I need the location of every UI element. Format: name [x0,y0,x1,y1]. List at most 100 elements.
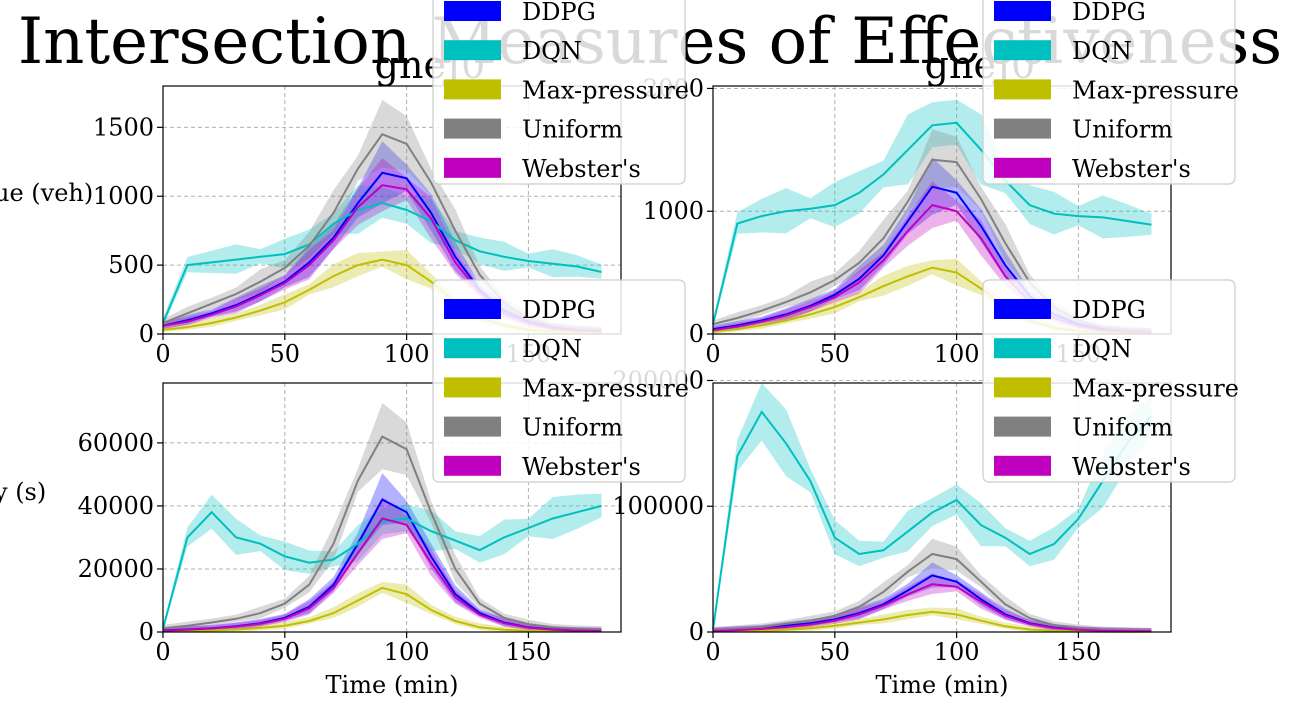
y-tick-label: 20000 [78,555,154,583]
legend-label: Webster's [1072,453,1191,481]
series-band-ddpg [163,141,602,333]
legend-2: DDPG DQN Max-pressure Uniform Webster's [982,0,1239,185]
x-tick-label: 100 [384,340,430,368]
legend-swatch [444,416,501,437]
x-tick-label: 0 [155,638,170,666]
axes-frame [712,382,1172,633]
legend-label: Uniform [1072,414,1173,442]
legend-label: DDPG [1072,296,1146,324]
y-tick-label: 40000 [78,492,154,520]
legend-swatch [994,455,1051,476]
axes-frame [712,85,1172,335]
y-tick-label: 0 [139,618,154,646]
legend-1: DDPG DQN Max-pressure Uniform Webster's [432,0,689,185]
y-tick-label: 500 [108,251,154,279]
x-tick-label: 50 [270,638,301,666]
series-line-uniform [162,435,602,631]
y-tick-label: 0 [139,320,154,348]
legends: DDPGDQNMax-pressureUniformWebster'sDDPGD… [432,0,1239,483]
x-tick-label: 150 [1056,638,1102,666]
legend-label: Uniform [522,116,623,144]
plot-panels: 050100150050010001500gneJ0ue (veh)050100… [0,43,1172,699]
x-tick-label: 150 [506,638,552,666]
x-tick-label: 100 [384,638,430,666]
legend-swatch [444,79,501,100]
series-line-dqn [712,121,1152,325]
y-axis-label: y (s) [0,478,46,506]
series-line-dqn [162,504,602,630]
legend-swatch [994,1,1051,21]
x-tick-label: 100 [934,638,980,666]
legend-swatch [444,40,501,61]
legend-swatch [444,377,501,398]
series-line-websters [162,517,602,632]
plot-panel-3: 0 50 100 150 0 20000 40000 60000 y (s) Time (min) [0,382,622,699]
series-band-ddpg [163,473,602,632]
y-axis-label: ue (veh) [0,179,93,207]
legend-swatch [994,79,1051,100]
legend-swatch [994,377,1051,398]
x-tick-label: 50 [270,340,301,368]
legend-swatch [444,1,501,21]
legend-3: DDPG DQN Max-pressure Uniform Webster's [432,279,689,483]
series-band-maxpressure [163,581,602,632]
legend-swatch [994,40,1051,61]
y-tick-label: 0 [689,320,704,348]
series-band-maxpressure [163,249,602,334]
y-tick-label: 60000 [78,429,154,457]
legend-label: DDPG [1072,0,1146,26]
legend-label: Max-pressure [1072,76,1239,104]
legend-swatch [994,118,1051,139]
axes-frame [162,85,622,335]
series-band-dqn [163,493,602,632]
y-tick-label: 1000 [93,182,154,210]
y-tick-label: 100000 [612,492,704,520]
x-tick-label: 0 [705,340,720,368]
x-tick-label: 50 [820,340,851,368]
plot-panel-1: 050100150050010001500gneJ0ue (veh) [0,43,622,368]
series-band-uniform [713,129,1152,334]
x-tick-label: 100 [934,340,980,368]
y-tick-label: 1500 [93,113,154,141]
series-band-uniform [713,538,1152,632]
legend-swatch [994,157,1051,178]
legend-swatch [444,157,501,178]
legend-label: DDPG [522,296,596,324]
plot-panel-2: 050100150010002000gneJ0 [643,43,1172,368]
series-band-dqn [163,185,602,327]
series-band-maxpressure [713,258,1152,334]
y-tick-label: 0 [689,618,704,646]
series-band-maxpressure [713,607,1152,632]
series-line-maxpressure [162,586,602,633]
series-line-websters [712,583,1152,633]
legend-label: DQN [1072,335,1132,363]
series-line-uniform [712,552,1152,632]
legend-4: DDPG DQN Max-pressure Uniform Webster's [982,279,1239,483]
legend-swatch [444,338,501,359]
legend-label: Webster's [1072,155,1191,183]
series-band-uniform [163,402,602,632]
legend-swatch [444,118,501,139]
legend-label: Uniform [522,414,623,442]
x-axis-label: Time (min) [326,671,459,699]
x-axis-label: Time (min) [876,671,1009,699]
axes-frame [162,382,622,633]
x-tick-label: 0 [155,340,170,368]
legend-label: DQN [522,335,582,363]
legend-swatch [444,299,501,319]
legend-swatch [444,455,501,476]
series-band-websters [713,181,1152,334]
legend-label: Max-pressure [522,374,689,402]
legend-label: DQN [522,37,582,65]
legend-label: Uniform [1072,116,1173,144]
series-band-websters [163,497,602,632]
legend-swatch [994,299,1051,319]
legend-label: DDPG [522,0,596,26]
legend-label: Max-pressure [522,76,689,104]
series-line-dqn [712,410,1153,630]
legend-swatch [994,416,1051,437]
x-tick-label: 0 [705,638,720,666]
legend-label: Max-pressure [1072,374,1239,402]
legend-label: Webster's [522,453,641,481]
